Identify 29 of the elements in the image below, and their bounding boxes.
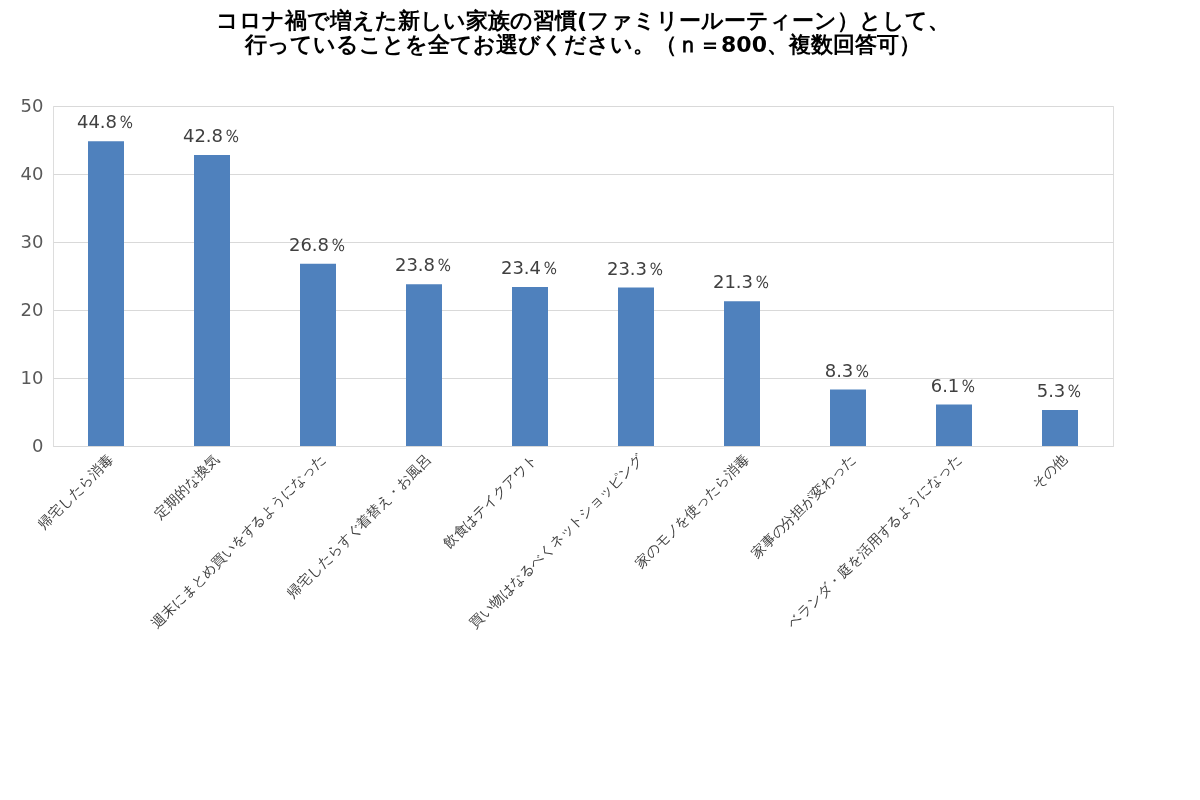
bar — [88, 141, 124, 446]
bar — [830, 389, 866, 446]
data-label: 8.3％ — [824, 359, 872, 381]
data-label: 6.1％ — [930, 374, 978, 396]
bar — [1042, 409, 1078, 446]
bar — [618, 287, 654, 446]
data-label: 23.3％ — [606, 257, 666, 279]
data-label: 23.8％ — [394, 254, 454, 276]
data-label: 44.8％ — [76, 111, 136, 133]
data-label: 5.3％ — [1036, 379, 1084, 401]
bar — [936, 404, 972, 446]
x-tick-label: 飲食はテイクアウト — [439, 451, 540, 552]
x-tick-label: 定期的な換気 — [151, 451, 222, 522]
data-label: 21.3％ — [712, 271, 772, 293]
y-tick-label: 40 — [20, 162, 44, 184]
bar — [406, 284, 442, 446]
bar — [724, 301, 760, 446]
y-tick-label: 10 — [20, 366, 44, 388]
data-label: 42.8％ — [182, 124, 242, 146]
bar — [512, 286, 548, 446]
chart-title: コロナ禍で増えた新しい家族の習慣(ファミリールーティーン）として、行っていることを全てお選びください。（ｎ＝800、複数回答可） — [215, 8, 951, 57]
y-tick-label: 50 — [20, 94, 44, 116]
x-tick-label: その他 — [1028, 451, 1070, 493]
data-label: 23.4％ — [500, 256, 560, 278]
bar — [300, 263, 336, 446]
y-tick-label: 30 — [20, 230, 44, 252]
y-tick-label: 20 — [20, 298, 44, 320]
data-label: 26.8％ — [288, 233, 348, 255]
bar — [194, 154, 230, 446]
